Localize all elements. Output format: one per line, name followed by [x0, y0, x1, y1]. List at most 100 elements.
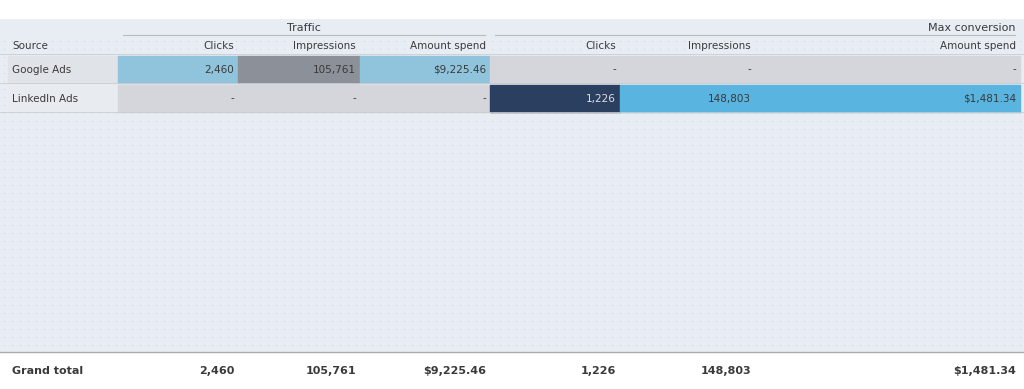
Point	[524, 230, 541, 236]
Point	[548, 62, 564, 68]
Point	[684, 342, 700, 348]
Point	[716, 214, 732, 220]
Point	[340, 70, 356, 76]
Point	[564, 86, 581, 92]
Point	[236, 302, 252, 308]
Point	[364, 350, 380, 356]
Point	[156, 342, 172, 348]
Point	[652, 62, 669, 68]
Point	[396, 102, 413, 108]
Point	[804, 374, 820, 380]
Point	[564, 366, 581, 372]
Point	[652, 334, 669, 340]
Point	[732, 254, 749, 260]
Point	[420, 294, 436, 300]
Point	[412, 142, 428, 148]
Point	[268, 270, 285, 276]
Point	[844, 102, 860, 108]
Point	[620, 230, 636, 236]
Point	[1012, 158, 1024, 164]
Point	[1004, 206, 1020, 212]
Point	[676, 294, 692, 300]
Point	[99, 238, 116, 244]
Point	[187, 182, 204, 188]
Point	[531, 182, 548, 188]
Point	[571, 358, 588, 364]
Point	[99, 350, 116, 356]
Point	[915, 46, 932, 52]
Point	[860, 206, 877, 212]
Point	[748, 382, 764, 388]
Point	[172, 94, 188, 100]
Point	[268, 310, 285, 316]
Point	[268, 94, 285, 100]
Point	[403, 126, 420, 132]
Bar	[620, 85, 755, 112]
Point	[980, 278, 996, 284]
Point	[84, 182, 100, 188]
Point	[699, 326, 716, 332]
Point	[364, 198, 380, 204]
Point	[124, 310, 140, 316]
Point	[867, 118, 884, 124]
Point	[884, 46, 900, 52]
Point	[908, 174, 925, 180]
Point	[940, 278, 956, 284]
Point	[604, 238, 621, 244]
Point	[955, 254, 972, 260]
Point	[476, 286, 493, 292]
Point	[876, 358, 892, 364]
Point	[884, 198, 900, 204]
Point	[92, 38, 109, 44]
Point	[836, 358, 852, 364]
Point	[364, 46, 380, 52]
Point	[739, 198, 756, 204]
Point	[716, 342, 732, 348]
Point	[827, 102, 844, 108]
Point	[372, 182, 388, 188]
Point	[372, 358, 388, 364]
Point	[692, 118, 709, 124]
Point	[164, 102, 180, 108]
Point	[908, 118, 925, 124]
Point	[684, 358, 700, 364]
Point	[716, 310, 732, 316]
Point	[508, 190, 524, 196]
Point	[140, 126, 157, 132]
Point	[852, 150, 868, 156]
Point	[636, 142, 652, 148]
Point	[180, 294, 197, 300]
Point	[68, 102, 84, 108]
Point	[244, 110, 260, 116]
Point	[708, 222, 724, 228]
Point	[796, 118, 812, 124]
Point	[443, 54, 460, 60]
Point	[412, 62, 428, 68]
Point	[860, 286, 877, 292]
Point	[796, 190, 812, 196]
Point	[36, 358, 52, 364]
Point	[524, 206, 541, 212]
Point	[908, 238, 925, 244]
Point	[92, 382, 109, 388]
Point	[364, 126, 380, 132]
Point	[260, 182, 276, 188]
Point	[964, 38, 980, 44]
Point	[780, 262, 797, 268]
Point	[540, 294, 556, 300]
Point	[147, 62, 164, 68]
Point	[252, 86, 268, 92]
Point	[108, 166, 124, 172]
Point	[827, 366, 844, 372]
Point	[355, 222, 372, 228]
Point	[780, 206, 797, 212]
Point	[476, 222, 493, 228]
Point	[204, 382, 220, 388]
Point	[524, 374, 541, 380]
Point	[0, 342, 12, 348]
Point	[1004, 310, 1020, 316]
Point	[4, 382, 20, 388]
Point	[108, 374, 124, 380]
Point	[396, 86, 413, 92]
Point	[292, 334, 308, 340]
